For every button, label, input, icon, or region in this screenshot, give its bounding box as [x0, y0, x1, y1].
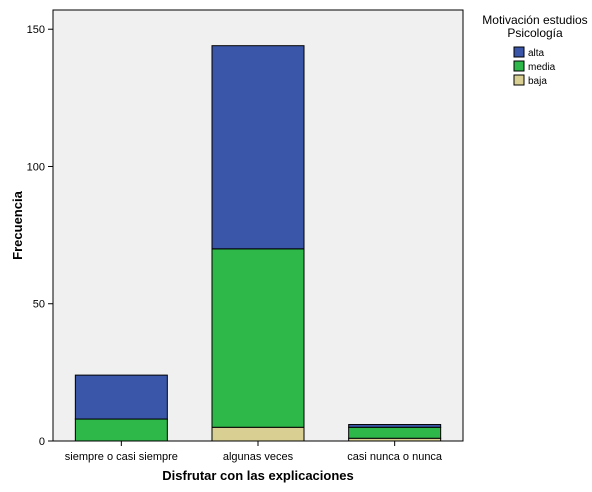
bar-segment-algunas-veces-media[interactable] [211, 248, 305, 428]
y-axis-title: Frecuencia [10, 190, 25, 259]
x-tick-label-casi-nunca-o-nunca: casi nunca o nunca [347, 451, 443, 463]
legend-swatch-alta[interactable] [513, 46, 525, 58]
x-axis-title: Disfrutar con las explicaciones [162, 468, 353, 483]
x-tick-label-siempre-o-casi-siempre: siempre o casi siempre [65, 451, 178, 463]
y-tick-label-100: 100 [27, 161, 45, 173]
legend-label-media: media [528, 62, 556, 73]
legend-title-line-1: Motivación estudios [482, 13, 587, 27]
y-tick-label-0: 0 [39, 436, 45, 448]
legend-swatch-baja[interactable] [513, 74, 525, 86]
legend-swatch-media[interactable] [513, 60, 525, 72]
x-tick-label-algunas-veces: algunas veces [223, 451, 294, 463]
y-tick-label-50: 50 [33, 299, 45, 311]
bar-segment-siempre-o-casi-siempre-alta[interactable] [74, 374, 168, 420]
legend-title-line-2: Psicología [507, 26, 563, 40]
y-tick-label-150: 150 [27, 24, 45, 36]
bar-segment-algunas-veces-baja[interactable] [211, 426, 305, 442]
legend-label-baja: baja [528, 76, 547, 87]
bar-segment-casi-nunca-o-nunca-alta[interactable] [348, 424, 442, 428]
bar-segment-siempre-o-casi-siempre-media[interactable] [74, 418, 168, 442]
bar-segment-algunas-veces-alta[interactable] [211, 45, 305, 250]
legend-label-alta: alta [528, 48, 545, 59]
bar-segment-casi-nunca-o-nunca-media[interactable] [348, 426, 442, 439]
